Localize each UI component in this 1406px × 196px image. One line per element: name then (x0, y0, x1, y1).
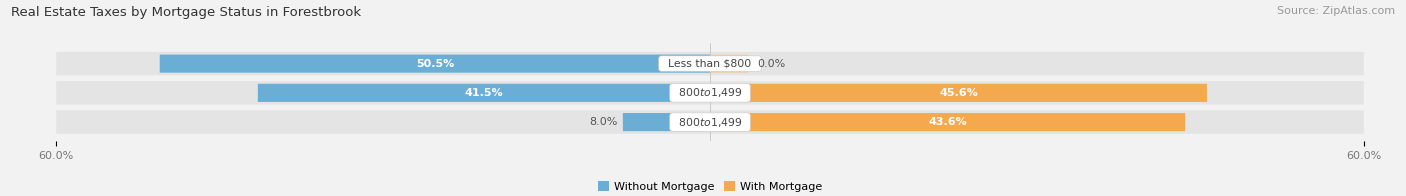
Legend: Without Mortgage, With Mortgage: Without Mortgage, With Mortgage (593, 177, 827, 196)
FancyBboxPatch shape (623, 113, 710, 131)
FancyBboxPatch shape (710, 54, 748, 73)
Text: 43.6%: 43.6% (928, 117, 967, 127)
Text: 8.0%: 8.0% (589, 117, 617, 127)
FancyBboxPatch shape (710, 84, 1206, 102)
FancyBboxPatch shape (257, 84, 710, 102)
Text: 45.6%: 45.6% (939, 88, 977, 98)
FancyBboxPatch shape (56, 52, 1364, 75)
Text: Real Estate Taxes by Mortgage Status in Forestbrook: Real Estate Taxes by Mortgage Status in … (11, 6, 361, 19)
Text: Source: ZipAtlas.com: Source: ZipAtlas.com (1277, 6, 1395, 16)
Text: 41.5%: 41.5% (464, 88, 503, 98)
FancyBboxPatch shape (160, 54, 710, 73)
Text: $800 to $1,499: $800 to $1,499 (672, 116, 748, 129)
FancyBboxPatch shape (710, 113, 1185, 131)
Text: $800 to $1,499: $800 to $1,499 (672, 86, 748, 99)
Text: 50.5%: 50.5% (416, 59, 454, 69)
Text: Less than $800: Less than $800 (661, 59, 759, 69)
Text: 0.0%: 0.0% (756, 59, 785, 69)
FancyBboxPatch shape (56, 110, 1364, 134)
FancyBboxPatch shape (56, 81, 1364, 104)
